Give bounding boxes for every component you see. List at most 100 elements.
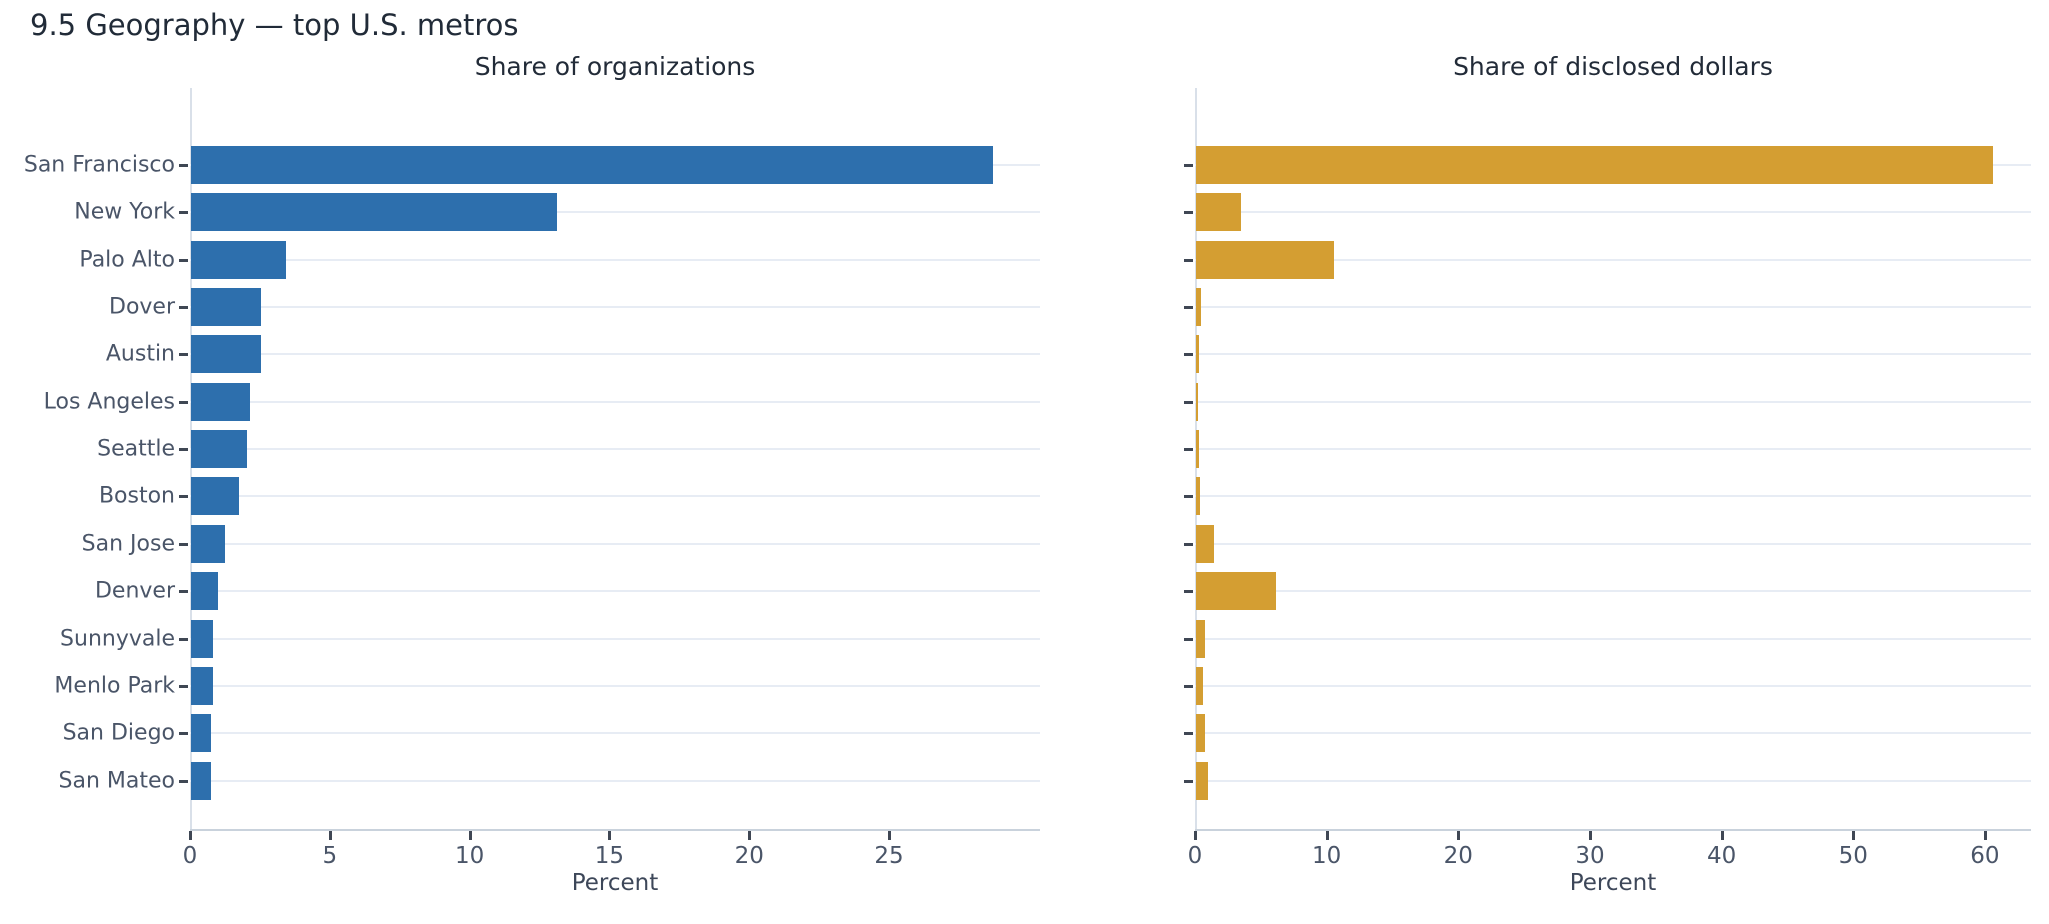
gridline xyxy=(1195,258,2031,261)
bar-san-jose xyxy=(1196,524,1214,563)
y-tick xyxy=(1184,400,1193,404)
x-tick xyxy=(1194,831,1197,840)
y-axis-label-san-francisco: San Francisco xyxy=(23,152,175,178)
gridline xyxy=(1195,400,2031,403)
gridline xyxy=(1195,495,2031,498)
gridline xyxy=(190,353,1040,356)
gridline xyxy=(1195,779,2031,782)
gridline xyxy=(190,306,1040,309)
gridline xyxy=(190,542,1040,545)
gridline xyxy=(190,448,1040,451)
gridline xyxy=(190,637,1040,640)
x-axis-label-dollars: Percent xyxy=(1569,870,1657,896)
y-tick xyxy=(1184,542,1193,546)
x-tick xyxy=(1457,831,1461,840)
bar-san-francisco xyxy=(191,146,994,184)
y-tick xyxy=(179,495,188,499)
y-tick xyxy=(1184,353,1193,357)
x-tick xyxy=(1325,831,1329,840)
bar-dover xyxy=(191,288,261,327)
y-axis-label-sunnyvale: Sunnyvale xyxy=(60,626,175,651)
y-axis-label-boston: Boston xyxy=(98,483,175,509)
gridline xyxy=(190,495,1040,498)
gridline xyxy=(190,400,1040,403)
x-tick xyxy=(748,831,752,840)
chart-title-organizations: Share of organizations xyxy=(474,52,756,81)
y-tick xyxy=(1184,211,1193,215)
y-tick xyxy=(1184,590,1193,594)
bar-boston xyxy=(191,477,239,516)
chart-title-dollars: Share of disclosed dollars xyxy=(1453,52,1773,81)
y-tick xyxy=(179,590,188,594)
y-axis-label-san-jose: San Jose xyxy=(81,531,175,557)
y-tick xyxy=(179,732,188,736)
y-tick xyxy=(179,542,188,546)
bar-menlo-park xyxy=(191,666,214,705)
x-tick-label: 0 xyxy=(182,843,198,869)
gridline xyxy=(1195,306,2031,309)
x-tick xyxy=(1720,831,1724,840)
bar-austin xyxy=(1196,335,1199,374)
x-tick-label: 5 xyxy=(322,843,338,869)
x-tick xyxy=(1983,831,1987,840)
gridline xyxy=(1195,732,2031,735)
gridline xyxy=(190,211,1040,214)
x-axis-label-organizations: Percent xyxy=(571,870,659,896)
y-tick xyxy=(1184,495,1193,499)
bar-san-mateo xyxy=(1196,761,1208,800)
bar-los-angeles xyxy=(191,382,250,421)
bar-san-diego xyxy=(1196,714,1205,753)
x-tick xyxy=(1852,831,1856,840)
y-tick xyxy=(1184,732,1193,736)
gridline xyxy=(1195,684,2031,687)
y-axis-label-san-diego: San Diego xyxy=(62,720,175,746)
gridline xyxy=(1195,211,2031,214)
x-tick xyxy=(328,831,332,840)
x-tick-label: 30 xyxy=(1575,843,1605,869)
bar-boston xyxy=(1196,477,1200,516)
gridline xyxy=(190,684,1040,687)
x-tick-label: 20 xyxy=(1443,843,1473,869)
bar-menlo-park xyxy=(1196,666,1203,705)
y-tick xyxy=(179,448,188,452)
y-tick xyxy=(179,400,188,404)
gridline xyxy=(190,779,1040,782)
bar-denver xyxy=(1196,572,1277,611)
x-tick-label: 20 xyxy=(734,843,764,869)
bar-san-diego xyxy=(191,714,212,753)
gridline xyxy=(1195,542,2031,545)
bar-seattle xyxy=(191,430,247,469)
bar-sunnyvale xyxy=(1196,619,1206,658)
x-axis-spine xyxy=(1195,829,2031,831)
bar-seattle xyxy=(1196,430,1199,469)
bar-palo-alto xyxy=(1196,240,1335,279)
y-tick xyxy=(179,637,188,641)
x-tick xyxy=(468,831,472,840)
x-tick-label: 25 xyxy=(874,843,904,869)
y-tick xyxy=(1184,637,1193,641)
bar-denver xyxy=(191,572,218,611)
y-tick xyxy=(179,211,188,215)
gridline xyxy=(1195,353,2031,356)
x-tick-label: 10 xyxy=(454,843,485,869)
y-tick xyxy=(179,258,188,262)
gridline xyxy=(190,732,1040,735)
bar-palo-alto xyxy=(191,240,287,279)
x-tick xyxy=(1588,831,1592,840)
y-axis-label-new-york: New York xyxy=(74,199,175,225)
x-tick xyxy=(888,831,891,840)
y-axis-label-seattle: Seattle xyxy=(97,436,175,462)
page-title: 9.5 Geography — top U.S. metros xyxy=(30,8,519,42)
bar-san-francisco xyxy=(1196,146,1993,184)
bar-austin xyxy=(191,335,261,374)
y-axis-label-austin: Austin xyxy=(105,341,175,367)
y-tick xyxy=(179,353,188,357)
gridline xyxy=(1195,590,2031,593)
y-tick xyxy=(1184,306,1193,310)
y-tick xyxy=(179,684,188,688)
x-tick-label: 0 xyxy=(1187,843,1203,869)
gridline xyxy=(190,590,1040,593)
y-tick xyxy=(179,164,188,167)
gridline xyxy=(1195,637,2031,640)
y-axis-label-dover: Dover xyxy=(109,294,175,320)
